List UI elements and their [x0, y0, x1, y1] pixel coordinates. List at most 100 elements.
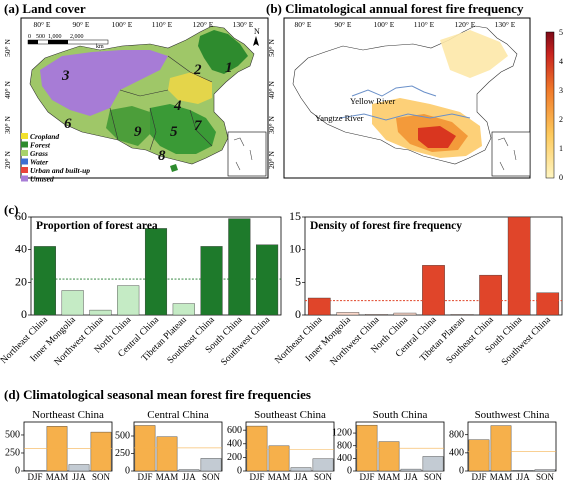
bar-northwest-china	[365, 314, 388, 316]
region-number: 5	[170, 124, 178, 140]
legend-label: Cropland	[30, 132, 59, 141]
y-tick-label: 0	[237, 466, 242, 477]
scale-bar-segment	[48, 40, 68, 44]
y-tick-label: 40	[15, 242, 27, 256]
fire-high-south	[418, 126, 456, 148]
bar-son	[312, 458, 334, 472]
chart-title: Central China	[147, 409, 209, 421]
x-category-label: JJA	[72, 472, 86, 482]
y-tick-label: 5	[295, 274, 301, 288]
x-category-label: MAM	[156, 472, 179, 482]
x-category-label: SON	[202, 472, 221, 482]
bar-central-china	[422, 265, 445, 316]
y-tick-label: 400	[227, 438, 242, 449]
bar-jja	[290, 467, 312, 472]
x-category-label: Southwest China	[219, 314, 272, 367]
x-category-label: MAM	[490, 472, 513, 482]
y-tick-label: 10	[289, 242, 301, 256]
bar-jja	[178, 469, 200, 472]
chart-c_left: 0 20 40 60 Proportion of forest area Northeas…	[0, 209, 282, 368]
lon-tick: 120° E	[193, 20, 214, 29]
y-tick-label: 1200	[332, 428, 352, 439]
y-tick-label: 60	[15, 209, 27, 223]
lon-tick: 110° E	[414, 20, 435, 29]
lat-tick: 20° N	[3, 151, 12, 169]
bar-tibetan-plateau	[450, 314, 474, 316]
y-tick-label: 0	[459, 466, 464, 477]
bar-mam	[490, 425, 512, 472]
panel-c-label: (c)	[4, 202, 18, 217]
yellow-river	[351, 85, 437, 97]
bar-son	[90, 431, 112, 472]
land-cover-map: 0 500 1,000 2,000 km N 1 2 3 4 5 6 7 8 9…	[3, 17, 269, 184]
y-tick-label: 800	[449, 429, 464, 440]
region-numbers: 1 2 3 4 5 6 7 8 9	[61, 60, 233, 164]
bar-son	[534, 469, 556, 472]
lat-tick: 30° N	[267, 116, 276, 134]
scale-bar-segment	[28, 40, 38, 44]
region-number: 2	[193, 62, 202, 78]
north-arrow-icon	[253, 36, 259, 46]
y-tick-label: 15	[289, 209, 301, 223]
bar-inner-mongolia	[61, 290, 84, 316]
map-a-lon-ticks: 80° E 90° E 100° E 110° E 120° E 130° E	[34, 20, 254, 29]
region-number: 8	[158, 148, 166, 164]
bar-mam	[378, 441, 400, 472]
y-tick-label: 500	[115, 431, 130, 442]
bar-charts: 0 20 40 60 Proportion of forest area Northeas…	[0, 209, 563, 482]
scale-tick: 500	[36, 34, 45, 40]
scale-tick: 2,000	[70, 34, 84, 40]
region-number: 4	[173, 98, 182, 114]
legend-swatch-grass	[21, 150, 28, 156]
y-tick-label: 400	[337, 453, 352, 464]
x-category-label: Northeast China	[0, 315, 51, 366]
region-boundaries	[109, 55, 213, 151]
bar-south-china	[228, 218, 251, 316]
bar-southwest-china	[256, 244, 279, 316]
yangtze-river	[339, 113, 471, 121]
lon-tick: 80° E	[34, 20, 51, 29]
fire-light-north	[440, 30, 508, 78]
bar-central-china	[144, 228, 168, 316]
region-number: 9	[134, 124, 142, 140]
region-number: 1	[225, 60, 233, 76]
x-category-label: Southwest China	[500, 314, 553, 367]
forest-northeast	[198, 30, 248, 74]
y-tick-label: 0	[15, 466, 20, 477]
lon-tick: 110° E	[152, 20, 173, 29]
x-category-label: SON	[314, 472, 333, 482]
bar-south-china	[507, 216, 531, 316]
scale-tick: 1,000	[48, 34, 62, 40]
legend-swatch-urban	[21, 167, 28, 173]
north-arrow-label: N	[254, 27, 260, 36]
lon-tick: 90° E	[335, 20, 352, 29]
y-tick-label: 0	[347, 466, 352, 477]
map-b-lon-ticks: 80° E 90° E 100° E 110° E 120° E 130° E	[295, 20, 516, 29]
bar-djf	[24, 470, 46, 472]
bar-djf	[246, 425, 268, 472]
x-category-label: Northeast China	[273, 315, 324, 366]
y-tick-label: 250	[115, 448, 130, 459]
bar-son	[200, 458, 222, 472]
bar-northwest-china	[89, 309, 112, 316]
bar-northeast-china	[307, 297, 331, 316]
legend-swatch-unused	[21, 175, 28, 182]
colorbar-tick: 5	[559, 28, 563, 37]
bar-jja	[68, 464, 90, 472]
inset-islands	[233, 137, 253, 171]
chart-c_right: 0 5 10 15 Density of forest fire frequency No…	[273, 209, 563, 368]
x-category-label: SON	[424, 472, 443, 482]
bar-mam	[268, 445, 290, 472]
colorbar-tick: 4	[559, 57, 563, 66]
land-cover-legend: Cropland Forest Grass Water Urban and bu…	[21, 132, 90, 184]
colorbar	[545, 31, 555, 179]
x-category-label: Northwest China	[329, 315, 382, 368]
lon-tick: 100° E	[112, 20, 133, 29]
chart-d_central: 0 250 500 Central China DJF MAM JJA SON	[115, 409, 223, 482]
x-category-label: SON	[92, 472, 111, 482]
y-tick-label: 0	[125, 466, 130, 477]
bar-tibetan-plateau	[172, 303, 195, 316]
x-category-label: MAM	[46, 472, 69, 482]
y-tick-label: 200	[227, 452, 242, 463]
lon-tick: 80° E	[295, 20, 312, 29]
